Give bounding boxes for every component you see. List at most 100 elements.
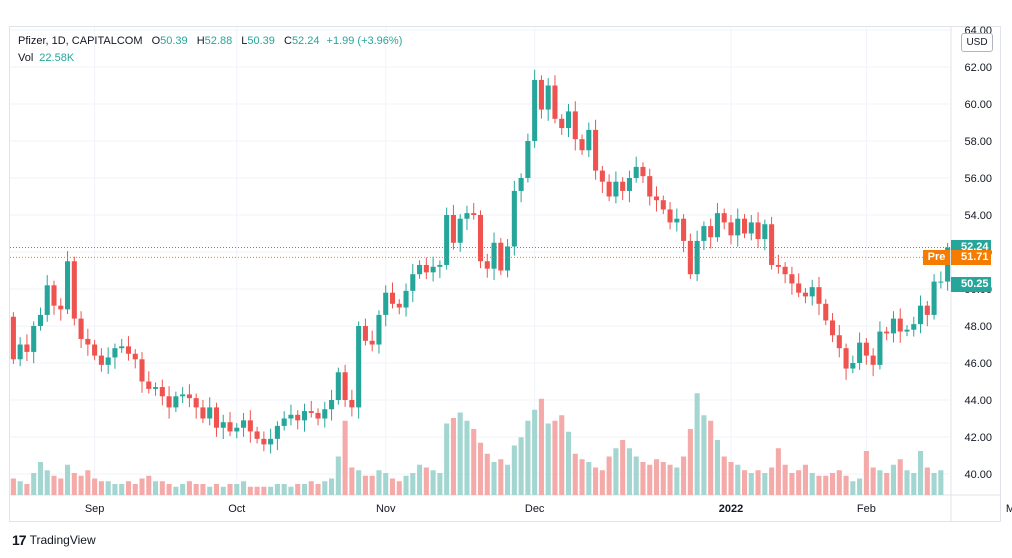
volume-bar bbox=[620, 440, 626, 495]
volume-bar bbox=[802, 464, 808, 495]
volume-bar bbox=[342, 420, 348, 495]
currency-button[interactable]: USD bbox=[961, 33, 993, 52]
volume-bars bbox=[10, 393, 944, 495]
tradingview-brand[interactable]: 17 TradingView bbox=[12, 532, 96, 548]
volume-bar bbox=[268, 486, 274, 495]
volume-bar bbox=[180, 484, 186, 495]
candle-body bbox=[613, 181, 619, 197]
candle-body bbox=[430, 266, 436, 273]
tradingview-logo-icon: 17 bbox=[12, 532, 27, 548]
candle-body bbox=[24, 344, 30, 352]
volume-bar bbox=[186, 481, 192, 495]
candle-body bbox=[924, 305, 930, 315]
volume-bar bbox=[532, 409, 538, 495]
candle-body bbox=[369, 340, 375, 345]
volume-bar bbox=[606, 456, 612, 495]
pre-market-price-tag: 51.71 bbox=[951, 249, 991, 265]
candle-body bbox=[322, 409, 328, 419]
candle-body bbox=[816, 287, 822, 304]
volume-bar bbox=[227, 484, 233, 495]
volume-bar bbox=[58, 478, 64, 495]
volume-bar bbox=[613, 448, 619, 495]
candle-body bbox=[721, 213, 727, 223]
candle-body bbox=[281, 418, 287, 426]
volume-bar bbox=[877, 470, 883, 495]
candle-body bbox=[65, 261, 71, 310]
candle-body bbox=[207, 407, 213, 419]
time-axis: Sep Oct Nov Dec 2022 Feb Mar bbox=[85, 503, 1012, 515]
candle-body bbox=[329, 400, 335, 410]
candle-body bbox=[51, 285, 57, 306]
candle-body bbox=[877, 331, 883, 365]
volume-bar bbox=[153, 481, 159, 495]
candle-body bbox=[890, 318, 896, 334]
volume-bar bbox=[572, 453, 578, 495]
volume-bar bbox=[362, 475, 368, 495]
volume-bar bbox=[261, 486, 267, 495]
volume-bar bbox=[511, 445, 517, 495]
volume-bar bbox=[660, 462, 666, 495]
volume-bar bbox=[403, 475, 409, 495]
volume-bar bbox=[809, 473, 815, 495]
volume-bar bbox=[146, 475, 152, 495]
volume-bar bbox=[457, 412, 463, 495]
volume-bar bbox=[755, 470, 761, 495]
candle-body bbox=[545, 85, 551, 110]
candle-body bbox=[315, 412, 321, 419]
volume-bar bbox=[98, 481, 104, 495]
volume-bar bbox=[471, 429, 477, 495]
candle-body bbox=[457, 218, 463, 243]
candle-body bbox=[301, 411, 308, 421]
candle-body bbox=[444, 215, 450, 265]
candle-body bbox=[464, 213, 470, 219]
high-label: H bbox=[196, 35, 205, 47]
volume-bar bbox=[904, 470, 910, 495]
volume-bar bbox=[437, 473, 443, 495]
x-tick-label: Oct bbox=[228, 503, 245, 515]
volume-bar bbox=[538, 398, 544, 495]
volume-bar bbox=[897, 459, 903, 495]
price-lines bbox=[10, 247, 951, 258]
volume-bar bbox=[125, 481, 132, 495]
candle-body bbox=[823, 303, 829, 321]
volume-bar bbox=[890, 464, 896, 495]
candle-body bbox=[762, 224, 768, 240]
candle-body bbox=[565, 111, 572, 129]
grid-layer bbox=[10, 27, 1000, 521]
volume-bar bbox=[308, 481, 314, 495]
volume-bar bbox=[423, 467, 429, 495]
candle-body bbox=[735, 218, 741, 236]
chart-frame[interactable] bbox=[9, 26, 1001, 522]
candle-body bbox=[132, 353, 138, 360]
candle-body bbox=[911, 324, 917, 330]
candle-body bbox=[741, 218, 748, 234]
volume-bar bbox=[525, 420, 531, 495]
volume-bar bbox=[694, 393, 700, 495]
volume-bar bbox=[173, 486, 179, 495]
candle-body bbox=[383, 292, 389, 315]
candle-body bbox=[71, 261, 77, 319]
symbol-label[interactable]: Pfizer, 1D, CAPITALCOM bbox=[18, 35, 143, 47]
candle-body bbox=[857, 342, 863, 363]
volume-bar bbox=[430, 470, 436, 495]
candle-body bbox=[667, 209, 673, 223]
volume-bar bbox=[626, 448, 632, 495]
volume-bar bbox=[78, 475, 84, 495]
volume-bar bbox=[938, 470, 944, 495]
candle-body bbox=[180, 394, 186, 397]
volume-bar bbox=[911, 473, 917, 495]
close-value: 52.24 bbox=[291, 35, 320, 47]
candle-body bbox=[342, 372, 348, 400]
open-value: 50.39 bbox=[160, 35, 188, 47]
volume-bar bbox=[213, 484, 220, 495]
volume-bar bbox=[579, 459, 585, 495]
candle-body bbox=[417, 264, 423, 275]
candle-body bbox=[728, 222, 734, 236]
volume-label[interactable]: Vol bbox=[18, 52, 34, 64]
candle-body bbox=[403, 290, 409, 308]
volume-bar bbox=[166, 484, 172, 495]
volume-bar bbox=[484, 453, 490, 495]
candle-body bbox=[653, 196, 660, 201]
volume-bar bbox=[322, 481, 328, 495]
